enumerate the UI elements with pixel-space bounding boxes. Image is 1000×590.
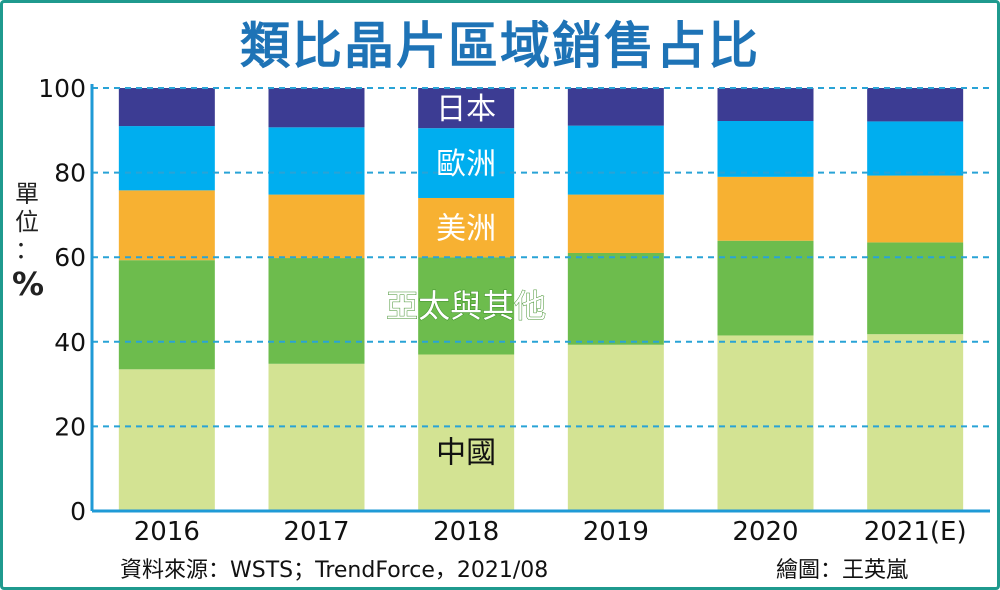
series-label: 亞太與其他 — [386, 287, 546, 325]
x-tick-label: 2017 — [283, 517, 349, 547]
y-tick-label: 60 — [54, 243, 86, 272]
bar-segment — [717, 335, 814, 511]
y-tick-label: 40 — [54, 328, 86, 357]
x-tick-label: 2018 — [433, 517, 499, 547]
y-tick-label: 80 — [54, 159, 86, 188]
y-tick-label: 20 — [54, 412, 86, 441]
x-tick-label: 2021(E) — [864, 517, 967, 547]
bar-segment — [118, 369, 215, 511]
bar-segment — [567, 88, 664, 126]
bar-segment — [418, 128, 515, 198]
credit-note: 繪圖：王英嵐 — [776, 558, 909, 583]
bar-segment — [867, 121, 964, 176]
series-label: 日本 — [436, 92, 496, 127]
bar-segment — [268, 258, 365, 364]
bar-segment — [567, 344, 664, 511]
x-tick-label: 2019 — [583, 517, 649, 547]
y-tick-label: 100 — [38, 74, 86, 103]
bar-segment — [418, 354, 515, 511]
bar-segment — [867, 334, 964, 511]
gridlines — [92, 87, 990, 428]
bar-segment — [268, 363, 365, 511]
bar-segment — [717, 240, 814, 336]
chart-title: 類比晶片區域銷售占比 — [240, 17, 760, 75]
bar-segment — [567, 252, 664, 345]
bar-segment — [717, 120, 814, 177]
y-tick-label: 0 — [70, 497, 86, 526]
unit-label: 單位： — [15, 180, 39, 264]
bar-segment — [567, 125, 664, 195]
bar-segment — [118, 126, 215, 191]
bar-segment — [268, 194, 365, 259]
bar-segment — [268, 88, 365, 128]
bars — [118, 88, 964, 511]
bar-segment — [418, 197, 515, 258]
bar-segment — [567, 194, 664, 253]
unit-symbol: % — [12, 265, 45, 303]
bar-segment — [717, 88, 814, 121]
x-tick-label: 2020 — [732, 517, 798, 547]
series-label: 歐洲 — [436, 147, 496, 182]
bar-segment — [418, 257, 515, 355]
series-label: 美洲 — [436, 212, 496, 247]
bar-segment — [118, 88, 215, 127]
bar-segment — [867, 175, 964, 243]
bar-segment — [118, 260, 215, 370]
bar-segment — [118, 190, 215, 261]
x-tick-label: 2016 — [134, 517, 200, 547]
bar-segment — [418, 88, 515, 129]
bar-segment — [268, 127, 365, 195]
bar-segment — [867, 242, 964, 335]
source-note: 資料來源：WSTS；TrendForce，2021/08 — [120, 558, 549, 583]
bar-segment — [867, 88, 964, 122]
bar-segment — [717, 176, 814, 241]
series-label: 中國 — [436, 436, 496, 471]
y-axis-unit: 單位： % — [12, 180, 45, 303]
